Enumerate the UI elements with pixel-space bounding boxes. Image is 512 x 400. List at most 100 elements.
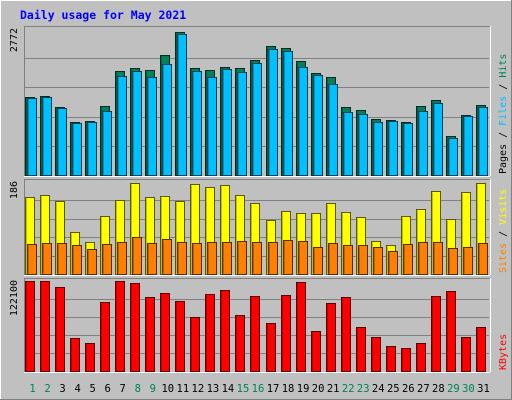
- bar-files-day-8: [132, 71, 142, 176]
- bar-sites-day-27: [418, 242, 428, 275]
- x-tick-label-day-24: 24: [372, 383, 385, 395]
- x-tick-label-day-2: 2: [44, 383, 50, 395]
- bar-sites-day-21: [328, 243, 338, 275]
- bar-kbytes-day-6: [100, 302, 110, 372]
- bar-files-day-22: [343, 112, 353, 176]
- x-tick-label-day-21: 21: [327, 383, 340, 395]
- bar-files-day-18: [283, 51, 293, 176]
- legend-separator: /: [498, 132, 509, 144]
- x-tick-label-day-10: 10: [161, 383, 174, 395]
- x-tick-label-day-1: 1: [29, 383, 35, 395]
- bar-files-day-21: [328, 84, 338, 176]
- bar-kbytes-day-24: [371, 337, 381, 372]
- x-tick-label-day-27: 27: [417, 383, 430, 395]
- x-tick-label-day-22: 22: [342, 383, 355, 395]
- chart-panels: 2772 Pages / Files / Hits 186 Sites / Visit…: [9, 26, 509, 373]
- bar-sites-day-8: [132, 237, 142, 275]
- bar-sites-day-24: [373, 247, 383, 275]
- bar-files-day-14: [222, 69, 232, 176]
- bar-kbytes-day-26: [401, 348, 411, 372]
- bar-files-day-11: [177, 34, 187, 176]
- legend-visits: Visits: [498, 189, 509, 231]
- legend-sites: Sites: [498, 243, 509, 273]
- legend-hits: Hits: [498, 54, 509, 84]
- bar-kbytes-day-16: [250, 296, 260, 372]
- panel-legend: Sites / Visits: [498, 189, 509, 273]
- x-tick-label-day-11: 11: [177, 383, 190, 395]
- bar-kbytes-day-11: [175, 301, 185, 372]
- bar-files-day-24: [373, 122, 383, 176]
- bar-sites-day-12: [192, 243, 202, 275]
- bar-sites-day-14: [222, 242, 232, 275]
- bar-kbytes-day-15: [235, 315, 245, 372]
- bar-kbytes-day-20: [311, 331, 321, 372]
- bar-kbytes-day-8: [130, 283, 140, 372]
- x-tick-label-day-26: 26: [402, 383, 415, 395]
- bar-kbytes-day-18: [281, 295, 291, 372]
- bar-kbytes-day-17: [266, 323, 276, 372]
- x-tick-label-day-3: 3: [59, 383, 65, 395]
- bar-files-day-20: [313, 75, 323, 176]
- x-tick-label-day-29: 29: [447, 383, 460, 395]
- bar-sites-day-3: [57, 243, 67, 275]
- x-tick-label-day-30: 30: [462, 383, 475, 395]
- x-axis: 1 2 3 4 5 6 7 8 9 10 11 12 13 14 15 16 17 18 19 20 21 22 23 24 2…: [29, 383, 489, 395]
- x-tick-label-day-15: 15: [237, 383, 250, 395]
- x-tick-label-day-9: 9: [150, 383, 156, 395]
- bar-sites-day-15: [237, 241, 247, 275]
- legend-separator: /: [498, 84, 509, 96]
- x-tick-label-day-5: 5: [89, 383, 95, 395]
- x-tick-label-day-13: 13: [207, 383, 220, 395]
- bar-files-day-25: [388, 121, 398, 176]
- bar-files-day-28: [433, 103, 443, 176]
- bar-kbytes-day-25: [386, 346, 396, 372]
- bar-sites-day-19: [298, 241, 308, 275]
- bar-sites-day-7: [117, 242, 127, 275]
- bar-sites-day-18: [283, 240, 293, 275]
- bar-kbytes-day-23: [356, 327, 366, 372]
- bar-files-day-23: [358, 114, 368, 176]
- bar-files-day-10: [162, 64, 172, 176]
- x-tick-label-day-16: 16: [252, 383, 265, 395]
- x-tick-label-day-4: 4: [74, 383, 80, 395]
- x-tick-label-day-25: 25: [387, 383, 400, 395]
- bar-files-day-17: [268, 49, 278, 176]
- panel-legend: KBytes: [498, 334, 509, 370]
- bar-sites-day-23: [358, 245, 368, 275]
- bar-sites-day-1: [27, 244, 37, 275]
- y-max-tick-label: 2772: [9, 28, 20, 52]
- bar-files-day-3: [57, 108, 67, 176]
- bar-kbytes-day-27: [416, 343, 426, 372]
- x-tick-label-day-28: 28: [432, 383, 445, 395]
- bar-kbytes-day-21: [326, 303, 336, 372]
- bar-kbytes-day-22: [341, 297, 351, 372]
- legend-files: Files: [498, 96, 509, 132]
- bar-files-day-29: [448, 138, 458, 176]
- bar-kbytes-day-10: [160, 293, 170, 372]
- panel-visits-sites: 186 Sites / Visits: [9, 179, 509, 276]
- bar-files-day-15: [237, 72, 247, 176]
- bar-sites-day-28: [433, 242, 443, 275]
- x-tick-label-day-7: 7: [120, 383, 126, 395]
- bar-sites-day-26: [403, 244, 413, 275]
- bar-kbytes-day-7: [115, 281, 125, 372]
- x-tick-label-day-6: 6: [105, 383, 111, 395]
- bar-sites-day-29: [448, 248, 458, 275]
- bar-sites-day-13: [207, 242, 217, 275]
- bar-sites-day-30: [463, 247, 473, 275]
- bar-files-day-2: [42, 97, 52, 176]
- legend-separator: Pages: [498, 144, 509, 174]
- legend-kbytes: KBytes: [498, 334, 509, 370]
- y-max-tick-label: 122100: [9, 280, 20, 316]
- x-tick-label-day-23: 23: [357, 383, 370, 395]
- x-tick-label-day-31: 31: [477, 383, 490, 395]
- bar-sites-day-6: [102, 244, 112, 275]
- bar-files-day-9: [147, 77, 157, 176]
- bar-files-day-13: [207, 77, 217, 176]
- bar-sites-day-11: [177, 242, 187, 275]
- panel-hits-files-pages: 2772 Pages / Files / Hits: [9, 26, 509, 177]
- bar-kbytes-day-28: [431, 296, 441, 372]
- x-tick-label-day-14: 14: [222, 383, 235, 395]
- series-kbytes: [25, 281, 486, 372]
